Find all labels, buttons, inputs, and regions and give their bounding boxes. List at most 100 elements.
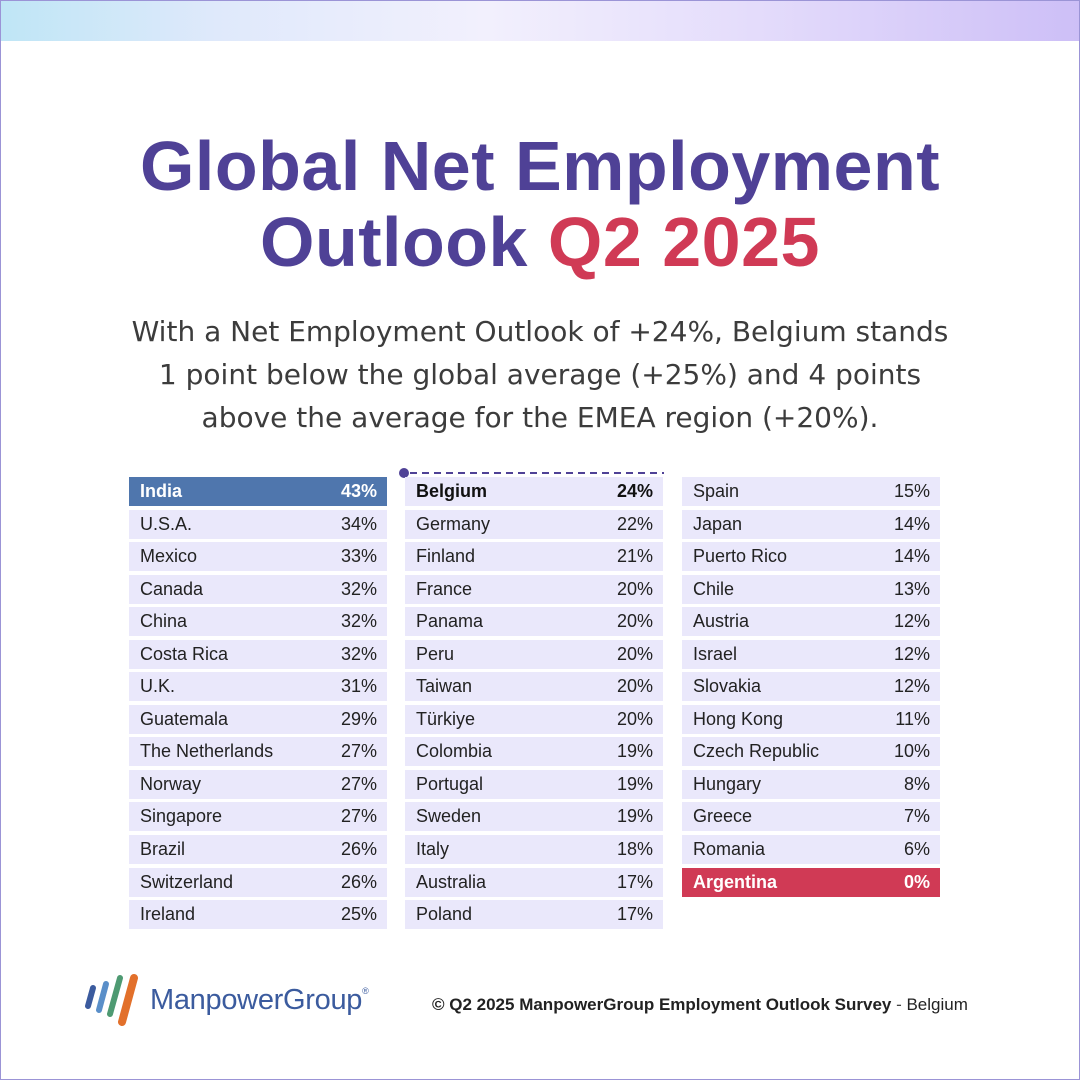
country-value: 29% — [340, 708, 377, 729]
country-value: 24% — [616, 481, 653, 501]
country-name: U.K. — [140, 676, 176, 697]
copyright-separator: - — [891, 995, 907, 1014]
country-name: U.S.A. — [140, 513, 193, 534]
country-name: Argentina — [693, 871, 778, 892]
country-value: 11% — [895, 708, 930, 729]
table-row: Sweden 19% — [405, 802, 663, 832]
country-value: 19% — [616, 741, 653, 762]
country-value: 27% — [340, 773, 377, 794]
table-row: Belgium 24% — [405, 477, 663, 506]
table-row: The Netherlands 27% — [129, 737, 387, 767]
table-row: Colombia 19% — [405, 737, 663, 767]
country-value: 7% — [903, 806, 930, 827]
logo-mark-icon — [85, 974, 138, 1026]
page-title: Global Net Employment Outlook Q2 2025 — [0, 128, 1080, 280]
country-name: Australia — [416, 871, 487, 892]
country-name: Puerto Rico — [693, 546, 788, 567]
country-name: Belgium — [416, 481, 488, 501]
country-name: Hungary — [693, 773, 762, 794]
country-name: Finland — [416, 546, 476, 567]
country-name: Japan — [693, 513, 743, 534]
table-row: Israel 12% — [682, 639, 940, 669]
country-name: Costa Rica — [140, 643, 229, 664]
ranking-column-1: India 43% U.S.A. 34% Mexico 33% Canada 32% China… — [129, 477, 387, 933]
copyright-note: © Q2 2025 ManpowerGroup Employment Outlo… — [432, 995, 1032, 1015]
country-value: 14% — [893, 513, 930, 534]
summary-line-3: above the average for the EMEA region (+… — [201, 401, 879, 434]
country-name: Singapore — [140, 806, 223, 827]
top-gradient-bar — [1, 1, 1079, 41]
summary-line-2: 1 point below the global average (+25%) … — [158, 358, 922, 391]
table-row: Poland 17% — [405, 900, 663, 930]
title-line-1: Global Net Employment — [139, 127, 941, 205]
title-period: Q2 2025 — [547, 203, 820, 281]
country-name: France — [416, 578, 473, 599]
table-row: Singapore 27% — [129, 802, 387, 832]
country-value: 27% — [340, 741, 377, 762]
table-row: Puerto Rico 14% — [682, 542, 940, 572]
logo-wordmark: ManpowerGroup® — [150, 983, 369, 1016]
country-name: Taiwan — [416, 676, 473, 697]
country-value: 17% — [616, 871, 653, 892]
table-row: Canada 32% — [129, 574, 387, 604]
table-row: Germany 22% — [405, 509, 663, 539]
country-name: Chile — [693, 578, 735, 599]
country-value: 12% — [893, 676, 930, 697]
ranking-column-3: Spain 15% Japan 14% Puerto Rico 14% Chile 13% Au… — [682, 477, 940, 900]
country-value: 14% — [893, 546, 930, 567]
table-row: Peru 20% — [405, 639, 663, 669]
table-row: Chile 13% — [682, 574, 940, 604]
country-value: 8% — [903, 773, 930, 794]
country-value: 26% — [340, 871, 377, 892]
table-row: Hong Kong 11% — [682, 704, 940, 734]
table-row: Hungary 8% — [682, 769, 940, 799]
country-name: Romania — [693, 839, 766, 860]
table-row: Switzerland 26% — [129, 867, 387, 897]
country-value: 12% — [893, 611, 930, 632]
country-value: 26% — [340, 839, 377, 860]
country-value: 15% — [893, 481, 930, 501]
table-row: Greece 7% — [682, 802, 940, 832]
country-name: Canada — [140, 578, 204, 599]
country-name: Italy — [416, 839, 450, 860]
country-name: Ireland — [140, 904, 196, 925]
country-value: 18% — [616, 839, 653, 860]
country-value: 20% — [616, 676, 653, 697]
country-name: Israel — [693, 643, 738, 664]
country-value: 17% — [616, 904, 653, 925]
country-name: Switzerland — [140, 871, 234, 892]
country-value: 32% — [340, 611, 377, 632]
country-name: Peru — [416, 643, 455, 664]
table-row: Finland 21% — [405, 542, 663, 572]
table-row: Ireland 25% — [129, 900, 387, 930]
country-value: 34% — [340, 513, 377, 534]
summary-line-1: With a Net Employment Outlook of +24%, B… — [131, 315, 949, 348]
table-row: U.S.A. 34% — [129, 509, 387, 539]
country-value: 33% — [340, 546, 377, 567]
country-name: China — [140, 611, 188, 632]
country-name: Sweden — [416, 806, 482, 827]
ranking-column-2: Belgium 24% Germany 22% Finland 21% France 20% P… — [405, 477, 663, 933]
country-name: Hong Kong — [693, 708, 784, 729]
country-name: Germany — [416, 513, 491, 534]
country-name: Greece — [693, 806, 753, 827]
country-name: Poland — [416, 904, 473, 925]
country-name: Slovakia — [693, 676, 762, 697]
table-row: Norway 27% — [129, 769, 387, 799]
table-row: Portugal 19% — [405, 769, 663, 799]
title-outlook: Outlook — [260, 203, 528, 281]
country-name: Türkiye — [416, 708, 476, 729]
table-row: Japan 14% — [682, 509, 940, 539]
table-row: Panama 20% — [405, 607, 663, 637]
country-value: 22% — [616, 513, 653, 534]
title-line-2: Outlook Q2 2025 — [0, 204, 1080, 280]
table-row: Brazil 26% — [129, 835, 387, 865]
country-value: 20% — [616, 708, 653, 729]
country-name: Portugal — [416, 773, 484, 794]
table-row: Italy 18% — [405, 835, 663, 865]
country-name: Austria — [693, 611, 750, 632]
focus-country-marker — [399, 468, 664, 478]
country-value: 19% — [616, 773, 653, 794]
table-row: Guatemala 29% — [129, 704, 387, 734]
table-row: Mexico 33% — [129, 542, 387, 572]
